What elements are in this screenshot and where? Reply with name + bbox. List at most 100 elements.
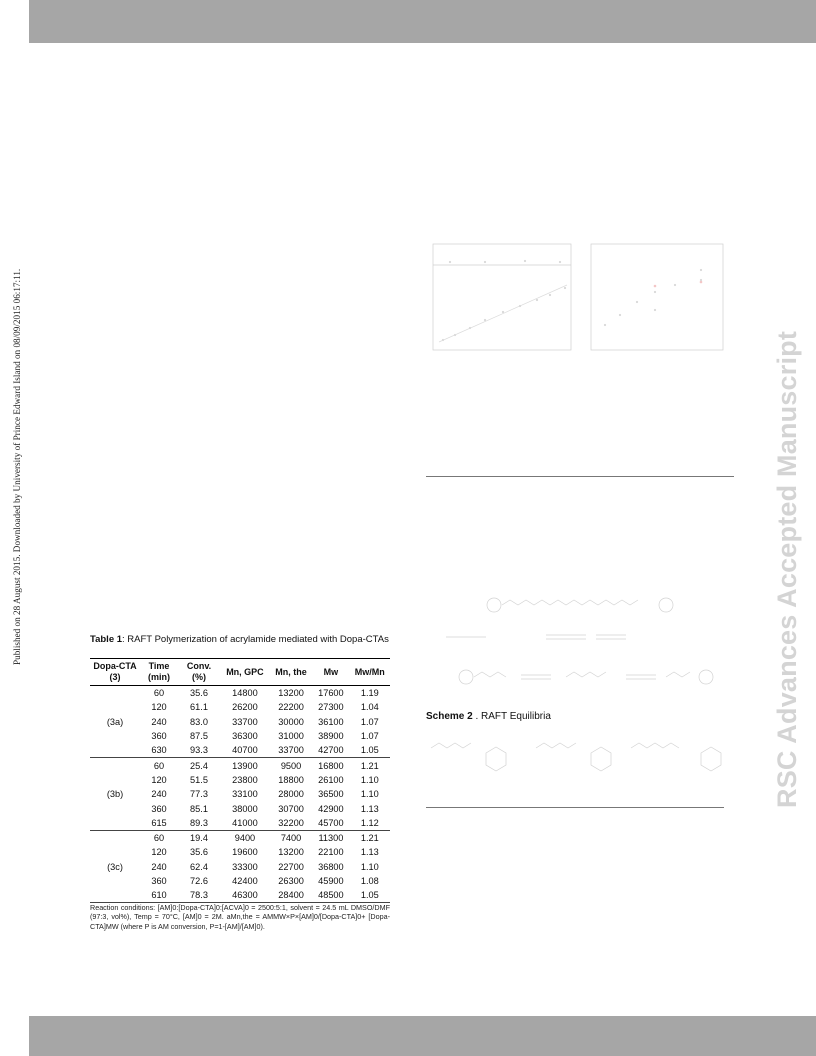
table-caption: Table 1: RAFT Polymerization of acrylami… <box>90 634 389 645</box>
table-cell: 14800 <box>232 688 258 699</box>
table-cell: 240 <box>151 716 167 727</box>
table-cell: 23800 <box>232 774 258 785</box>
table-cell: 630 <box>140 743 178 759</box>
table-cell: 22700 <box>278 861 304 872</box>
table-cell: 36800 <box>318 861 344 872</box>
table-cell: 60 <box>153 688 165 699</box>
table-cell: 22200 <box>278 702 304 713</box>
table-cell: 78.3 <box>178 888 220 904</box>
section-divider-2 <box>426 807 724 808</box>
table-cell: 26200 <box>232 702 258 713</box>
table-row: (3c) 60 19.4 9400 7400 11300 1.21 <box>90 830 390 904</box>
table-cell: 1.10 <box>360 789 379 800</box>
table-cell: 38000 <box>232 803 258 814</box>
table-cell: 13900 <box>232 760 258 771</box>
table-cell: 42400 <box>232 876 258 886</box>
table-cell: 13200 <box>278 688 304 699</box>
table-cell: 1.08 <box>360 876 379 886</box>
table-cell: 41000 <box>220 815 270 831</box>
table-cell: 26300 <box>278 876 304 886</box>
table-cell: 18800 <box>278 774 304 785</box>
table-cell: 62.4 <box>190 861 208 872</box>
table-cell: 1.07 <box>360 731 379 742</box>
table-row: 615 89.3 41000 32200 45700 1.12 <box>90 815 390 831</box>
table-cell: 42900 <box>318 803 344 814</box>
table-row: 120 61.1 26200 22200 27300 1.04 <box>90 700 390 714</box>
table-cell: 85.1 <box>190 803 208 814</box>
table-row: 120 35.6 19600 13200 22100 1.13 <box>90 845 390 859</box>
table-cell: 240 <box>151 861 167 872</box>
scheme-caption: Scheme 2 . RAFT Equilibria <box>426 711 551 722</box>
table-cell: 46300 <box>220 888 270 904</box>
table-cell: 87.5 <box>190 731 208 742</box>
table-cell: 60 <box>153 760 165 771</box>
results-table: Dopa-CTA (3) Time (min) Conv. (%) Mn, GP… <box>90 658 390 904</box>
table-footnote: Reaction conditions: [AM]0:[Dopa-CTA]0:[… <box>90 903 390 931</box>
footer-bar <box>29 1016 816 1056</box>
col-time: Time (min) <box>140 658 178 686</box>
table-cell: 51.5 <box>190 774 208 785</box>
table-cell: 9500 <box>280 760 302 771</box>
table-cell: 42700 <box>312 743 350 759</box>
table-cell: 22100 <box>318 847 344 858</box>
table-cell: 1.07 <box>360 716 379 727</box>
raft-equilibria-scheme <box>446 597 714 685</box>
table-cell: 1.13 <box>360 803 379 814</box>
table-cell: 120 <box>151 774 167 785</box>
table-cell: 30000 <box>278 716 304 727</box>
table-cell: 120 <box>151 702 167 713</box>
table-cell: 45700 <box>312 815 350 831</box>
table-row: 240 77.3 33100 28000 36500 1.10 <box>90 787 390 801</box>
table-cell: 30700 <box>278 803 304 814</box>
table-cell: 240 <box>151 789 167 800</box>
table-cell: 1.10 <box>360 861 379 872</box>
table-cell: 35.6 <box>190 688 208 699</box>
table-cell: 38900 <box>318 731 344 742</box>
table-row: (3b) 60 25.4 13900 9500 16800 1.21 <box>90 757 390 831</box>
table-row: 360 87.5 36300 31000 38900 1.07 <box>90 729 390 743</box>
kinetics-figure <box>432 243 724 351</box>
table-cell: 1.05 <box>349 888 390 904</box>
table-cell: 93.3 <box>178 743 220 759</box>
table-cell: 33700 <box>269 743 313 759</box>
table-row: 360 72.6 42400 26300 45900 1.08 <box>90 874 390 888</box>
table-row: 120 51.5 23800 18800 26100 1.10 <box>90 773 390 787</box>
header-bar <box>29 0 816 43</box>
table-cell: 1.21 <box>360 833 379 844</box>
table-cell: 17600 <box>318 688 344 699</box>
col-mw: Mw <box>312 658 350 686</box>
table-cell: 615 <box>140 815 178 831</box>
table-cell: 13200 <box>278 847 304 858</box>
table-cell: 36100 <box>318 716 344 727</box>
manuscript-watermark: RSC Advances Accepted Manuscript <box>772 330 802 808</box>
table-cell: 1.12 <box>349 815 390 831</box>
dopa-cta-structures <box>430 742 722 772</box>
table-row: 610 78.3 46300 28400 48500 1.05 <box>90 888 390 904</box>
table-cell: 7400 <box>280 833 302 844</box>
table-cell: 360 <box>151 731 167 742</box>
table-cell: 36500 <box>318 789 344 800</box>
table-cell: 72.6 <box>190 876 208 886</box>
col-mn-the: Mn, the <box>269 658 313 686</box>
table-cell: 33300 <box>232 861 258 872</box>
table-cell: 11300 <box>318 833 344 844</box>
table-cell: 1.05 <box>349 743 390 759</box>
publication-note: Published on 28 August 2015. Downloaded … <box>12 268 22 665</box>
cta-label: (3c) <box>90 830 140 904</box>
table-cell: 77.3 <box>190 789 208 800</box>
table-cell: 28400 <box>269 888 313 904</box>
table-cell: 19.4 <box>190 833 208 844</box>
table-cell: 60 <box>153 833 165 844</box>
table-cell: 360 <box>151 803 167 814</box>
table-cell: 33700 <box>232 716 258 727</box>
table-cell: 40700 <box>220 743 270 759</box>
table-cell: 25.4 <box>190 760 208 771</box>
table-cell: 35.6 <box>190 847 208 858</box>
table-cell: 27300 <box>318 702 344 713</box>
table-cell: 610 <box>140 888 178 904</box>
table-cell: 1.04 <box>360 702 379 713</box>
table-cell: 360 <box>151 876 167 886</box>
table-cell: 31000 <box>278 731 304 742</box>
table-cell: 48500 <box>312 888 350 904</box>
table-cell: 61.1 <box>190 702 208 713</box>
